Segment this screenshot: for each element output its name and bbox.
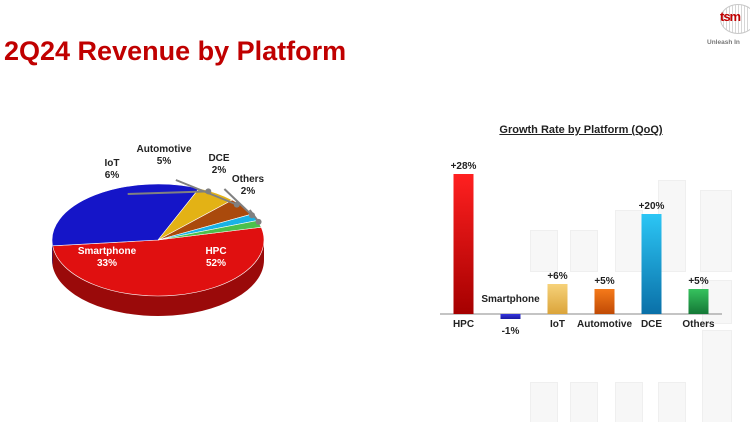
bar-chart-svg: +28% HPC -1% Smartphone +6% IoT +5% Automotive +… xyxy=(440,161,722,337)
bar-category-smartphone: Smartphone xyxy=(481,294,540,305)
bar-value-smartphone: -1% xyxy=(502,326,520,337)
pie-label-others: Others xyxy=(232,174,265,185)
pie-leader-line-dce xyxy=(223,188,253,216)
bar-others xyxy=(688,289,709,314)
logo-slogan: Unleash In xyxy=(707,39,740,46)
pie-label-iot: IoT xyxy=(105,158,120,169)
bar-value-dce: +20% xyxy=(639,201,665,212)
bar-smartphone xyxy=(500,314,521,319)
bar-category-dce: DCE xyxy=(641,319,662,330)
pie-slice-hpc xyxy=(52,226,265,297)
bar-category-iot: IoT xyxy=(550,319,565,330)
background-grid-pattern xyxy=(480,170,750,422)
pie-value-others: 2% xyxy=(241,186,256,197)
revenue-pie-chart: HPC 52% Smartphone 33% IoT 6% Automotive 5% DCE 2… xyxy=(40,130,300,350)
pie-value-hpc: 52% xyxy=(206,258,226,269)
pie-label-automotive: Automotive xyxy=(137,144,192,155)
pie-value-iot: 6% xyxy=(105,170,120,181)
logo-globe-icon xyxy=(720,4,750,34)
pie-slice-side-hpc xyxy=(52,240,264,317)
bar-value-others: +5% xyxy=(688,276,708,287)
bar-value-hpc: +28% xyxy=(451,161,477,172)
pie-top-layer xyxy=(51,183,265,297)
pie-label-dce: DCE xyxy=(208,153,229,164)
pie-value-dce: 2% xyxy=(212,165,227,176)
bar-dce xyxy=(641,214,662,314)
bar-category-hpc: HPC xyxy=(453,319,474,330)
bar-value-automotive: +5% xyxy=(594,276,614,287)
bar-chart-title: Growth Rate by Platform (QoQ) xyxy=(499,124,663,136)
bar-automotive xyxy=(594,289,615,314)
bar-value-iot: +6% xyxy=(547,271,567,282)
logo-wordmark: tsm xyxy=(720,9,741,24)
company-logo: tsm Unleash In xyxy=(706,0,750,52)
pie-value-automotive: 5% xyxy=(157,156,172,167)
pie-leader-line-automotive xyxy=(175,179,238,206)
pie-leader-line-iot xyxy=(127,190,209,195)
page-title: 2Q24 Revenue by Platform xyxy=(4,36,347,66)
bar-category-others: Others xyxy=(682,319,715,330)
bar-hpc xyxy=(453,174,474,314)
pie-label-smartphone: Smartphone xyxy=(78,246,137,257)
bar-iot xyxy=(547,284,568,314)
bar-category-automotive: Automotive xyxy=(577,319,632,330)
pie-label-hpc: HPC xyxy=(205,246,226,257)
growth-bar-chart: +28% HPC -1% Smartphone +6% IoT +5% Automotive +… xyxy=(440,140,722,350)
pie-slice-smartphone xyxy=(51,183,200,247)
pie-value-smartphone: 33% xyxy=(97,258,117,269)
pie-leader-dot-others xyxy=(255,218,262,225)
